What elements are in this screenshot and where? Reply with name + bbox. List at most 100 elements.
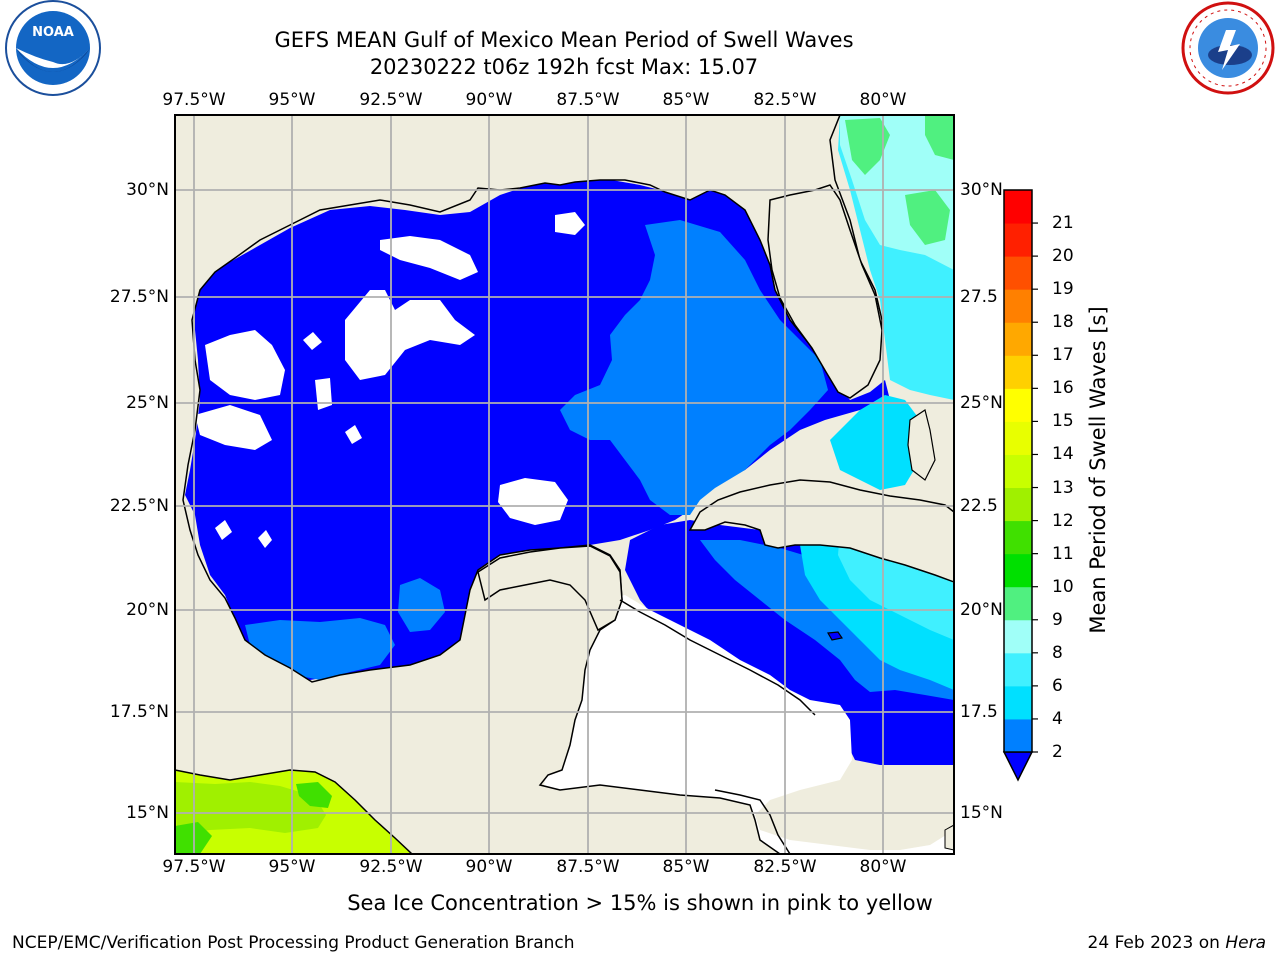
lon-label-bottom: 80°W bbox=[859, 857, 907, 877]
colorbar-tick-label: 21 bbox=[1052, 213, 1074, 234]
colorbar-tick-label: 13 bbox=[1052, 477, 1074, 498]
colorbar-segment bbox=[1004, 256, 1032, 290]
lat-label-left: 30°N bbox=[126, 180, 169, 200]
island-andros bbox=[907, 409, 936, 481]
colorbar-tick-label: 6 bbox=[1052, 675, 1063, 696]
lon-label-top: 85°W bbox=[662, 90, 710, 110]
lat-label-right: 27.5 bbox=[960, 287, 998, 307]
lon-label-top: 87.5°W bbox=[556, 90, 620, 110]
credit-text: NCEP/EMC/Verification Post Processing Pr… bbox=[12, 933, 575, 953]
colorbar-extend-triangle bbox=[1002, 751, 1034, 782]
nodata-west-patch-2 bbox=[195, 405, 272, 450]
date-label: 24 Feb 2023 on bbox=[1087, 933, 1220, 953]
atlantic-swell-9-10s-c bbox=[925, 115, 954, 160]
colorbar-segment bbox=[1004, 652, 1032, 687]
map-subtitle: 20230222 t06z 192h fcst Max: 15.07 bbox=[369, 55, 759, 79]
lat-label-left: 22.5°N bbox=[109, 496, 169, 516]
island-jamaica bbox=[827, 631, 843, 641]
nodata-small-2 bbox=[315, 378, 332, 410]
colorbar-segment bbox=[1004, 421, 1032, 455]
colorbar-segment bbox=[1004, 586, 1032, 621]
lat-label-left: 20°N bbox=[126, 600, 169, 620]
nodata-small-1 bbox=[303, 332, 322, 350]
lat-label-right: 15°N bbox=[960, 803, 1003, 823]
lon-label-bottom: 97.5°W bbox=[162, 857, 226, 877]
graticule bbox=[175, 115, 954, 854]
yucatan bbox=[477, 545, 623, 632]
nws-logo bbox=[1181, 1, 1275, 95]
atlantic-swell-9-10s-b bbox=[905, 190, 950, 245]
colorbar bbox=[1002, 189, 1038, 782]
colorbar-segment bbox=[1004, 223, 1032, 257]
florida bbox=[767, 184, 883, 399]
nodata-north-patch bbox=[345, 290, 475, 380]
lon-label-bottom: 85°W bbox=[662, 857, 710, 877]
lat-label-right: 30°N bbox=[960, 180, 1003, 200]
colorbar-tick-label: 12 bbox=[1052, 510, 1074, 531]
nodata-south bbox=[540, 595, 954, 854]
lon-label-top: 97.5°W bbox=[162, 90, 226, 110]
svg-text:NOAA: NOAA bbox=[32, 25, 74, 40]
host-name: Hera bbox=[1225, 933, 1266, 953]
colorbar-segment bbox=[1004, 190, 1032, 224]
atlantic-swell-9-10s bbox=[845, 118, 890, 175]
lon-label-top: 95°W bbox=[268, 90, 316, 110]
lon-label-top: 90°W bbox=[465, 90, 513, 110]
colorbar-segment bbox=[1004, 355, 1032, 389]
colorbar-segment bbox=[1004, 553, 1032, 588]
lat-label-left: 17.5°N bbox=[109, 702, 169, 722]
nodata-small-4 bbox=[215, 520, 232, 540]
lon-label-bottom: 90°W bbox=[465, 857, 513, 877]
swell-4-6s-straits bbox=[830, 395, 920, 490]
colorbar-tick-label: 2 bbox=[1052, 742, 1063, 762]
lat-label-left: 25°N bbox=[126, 393, 169, 413]
colorbar-tick-label: 17 bbox=[1052, 345, 1074, 366]
colorbar-segment bbox=[1004, 289, 1032, 323]
colorbar-tick-label: 18 bbox=[1052, 312, 1074, 333]
sea-ice-note: Sea Ice Concentration > 15% is shown in … bbox=[347, 891, 933, 915]
colorbar-frame bbox=[1003, 189, 1033, 753]
nodata-small-3 bbox=[345, 425, 362, 444]
nodata-small-5 bbox=[258, 530, 272, 548]
nodata-north-patch-2 bbox=[380, 236, 478, 280]
nodata-west-patch bbox=[205, 330, 285, 400]
colorbar-tick-label: 4 bbox=[1052, 708, 1063, 729]
colorbar-segment bbox=[1004, 322, 1032, 356]
colorbar-segment bbox=[1004, 619, 1032, 654]
colorbar-tick-label: 9 bbox=[1052, 609, 1063, 630]
colorbar-segment bbox=[1004, 487, 1032, 522]
colorbar-tick-label: 15 bbox=[1052, 411, 1074, 432]
date-text: 24 Feb 2023 on Hera bbox=[1088, 933, 1266, 953]
lat-label-right: 25°N bbox=[960, 393, 1003, 413]
pacific-overlay-deepgreen bbox=[296, 782, 332, 808]
lat-label-left: 15°N bbox=[126, 803, 169, 823]
map-frame bbox=[174, 114, 955, 855]
colorbar-tick-label: 16 bbox=[1052, 378, 1074, 399]
lat-label-right: 17.5 bbox=[960, 702, 998, 722]
colorbar-segment bbox=[1004, 718, 1032, 753]
colorbar-tick-label: 8 bbox=[1052, 642, 1063, 663]
lon-label-top: 82.5°W bbox=[753, 90, 817, 110]
lon-label-top: 80°W bbox=[859, 90, 907, 110]
lon-label-bottom: 95°W bbox=[268, 857, 316, 877]
lat-label-left: 27.5°N bbox=[109, 287, 169, 307]
colorbar-segment bbox=[1004, 454, 1032, 489]
pacific-overlay-green bbox=[175, 782, 326, 834]
swell-2-4s-east bbox=[560, 220, 828, 515]
colorbar-tick-label: 10 bbox=[1052, 576, 1074, 597]
honduras-coast bbox=[714, 789, 791, 854]
colorbar-segment bbox=[1004, 388, 1032, 422]
lon-label-top: 92.5°W bbox=[359, 90, 423, 110]
nodata-central-patch bbox=[498, 478, 568, 525]
central-america-coast bbox=[619, 599, 816, 716]
nodata-ne-patch bbox=[555, 212, 585, 235]
map-title: GEFS MEAN Gulf of Mexico Mean Period of … bbox=[274, 28, 854, 52]
colorbar-label: Mean Period of Swell Waves [s] bbox=[1086, 306, 1110, 634]
colorbar-tick-label: 11 bbox=[1052, 543, 1074, 564]
colorbar-tick-label: 19 bbox=[1052, 279, 1074, 300]
colorbar-tick-label: 14 bbox=[1052, 444, 1074, 465]
lon-label-bottom: 87.5°W bbox=[556, 857, 620, 877]
island-small bbox=[944, 824, 954, 851]
lat-label-right: 22.5 bbox=[960, 496, 998, 516]
